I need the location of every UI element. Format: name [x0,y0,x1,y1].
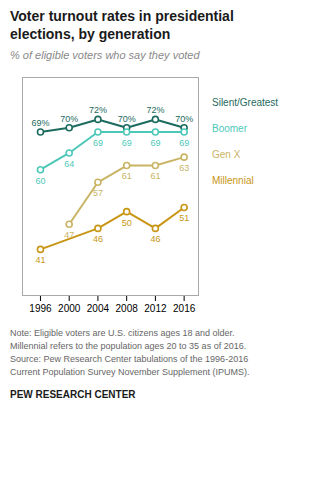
html-text:Note: Eligible voters are U.S.: Note: Eligible voters are U.S. citizens … [10,328,250,378]
html-text:Millennial: Millennial [212,175,254,186]
svg-text:46: 46 [93,234,103,244]
html-text:Boomer: Boomer [212,123,247,134]
svg-text:51: 51 [179,213,189,223]
svg-text:64: 64 [64,159,74,169]
html-text:% of eligible voters who say t: % of eligible voters who say they voted [10,49,200,61]
svg-text:72%: 72% [146,105,164,115]
html-text:PEW RESEARCH CENTER: PEW RESEARCH CENTER [10,389,136,401]
svg-text:60: 60 [35,176,45,186]
svg-text:69: 69 [93,138,103,148]
html-text:Gen X: Gen X [212,149,241,160]
svg-text:69: 69 [179,138,189,148]
svg-text:70%: 70% [60,114,78,124]
svg-text:61: 61 [122,171,132,181]
svg-text:2000: 2000 [58,303,81,314]
svg-text:46: 46 [150,234,160,244]
svg-text:41: 41 [35,255,45,265]
svg-text:69%: 69% [31,118,49,128]
svg-text:50: 50 [122,218,132,228]
svg-text:1996: 1996 [29,303,52,314]
svg-text:69: 69 [150,138,160,148]
svg-text:70%: 70% [118,114,136,124]
html-text:Silent/Greatest: Silent/Greatest [212,97,279,108]
svg-text:61: 61 [150,171,160,181]
svg-text:57: 57 [93,188,103,198]
svg-text:2016: 2016 [173,303,196,314]
svg-text:63: 63 [179,163,189,173]
svg-text:69: 69 [122,138,132,148]
svg-text:2008: 2008 [116,303,139,314]
html-text:Voter turnout rates in preside: Voter turnout rates in presidential elec… [10,8,234,42]
svg-text:2004: 2004 [87,303,110,314]
svg-text:2012: 2012 [144,303,167,314]
svg-text:47: 47 [64,230,74,240]
svg-text:70%: 70% [175,114,193,124]
svg-text:72%: 72% [89,105,107,115]
